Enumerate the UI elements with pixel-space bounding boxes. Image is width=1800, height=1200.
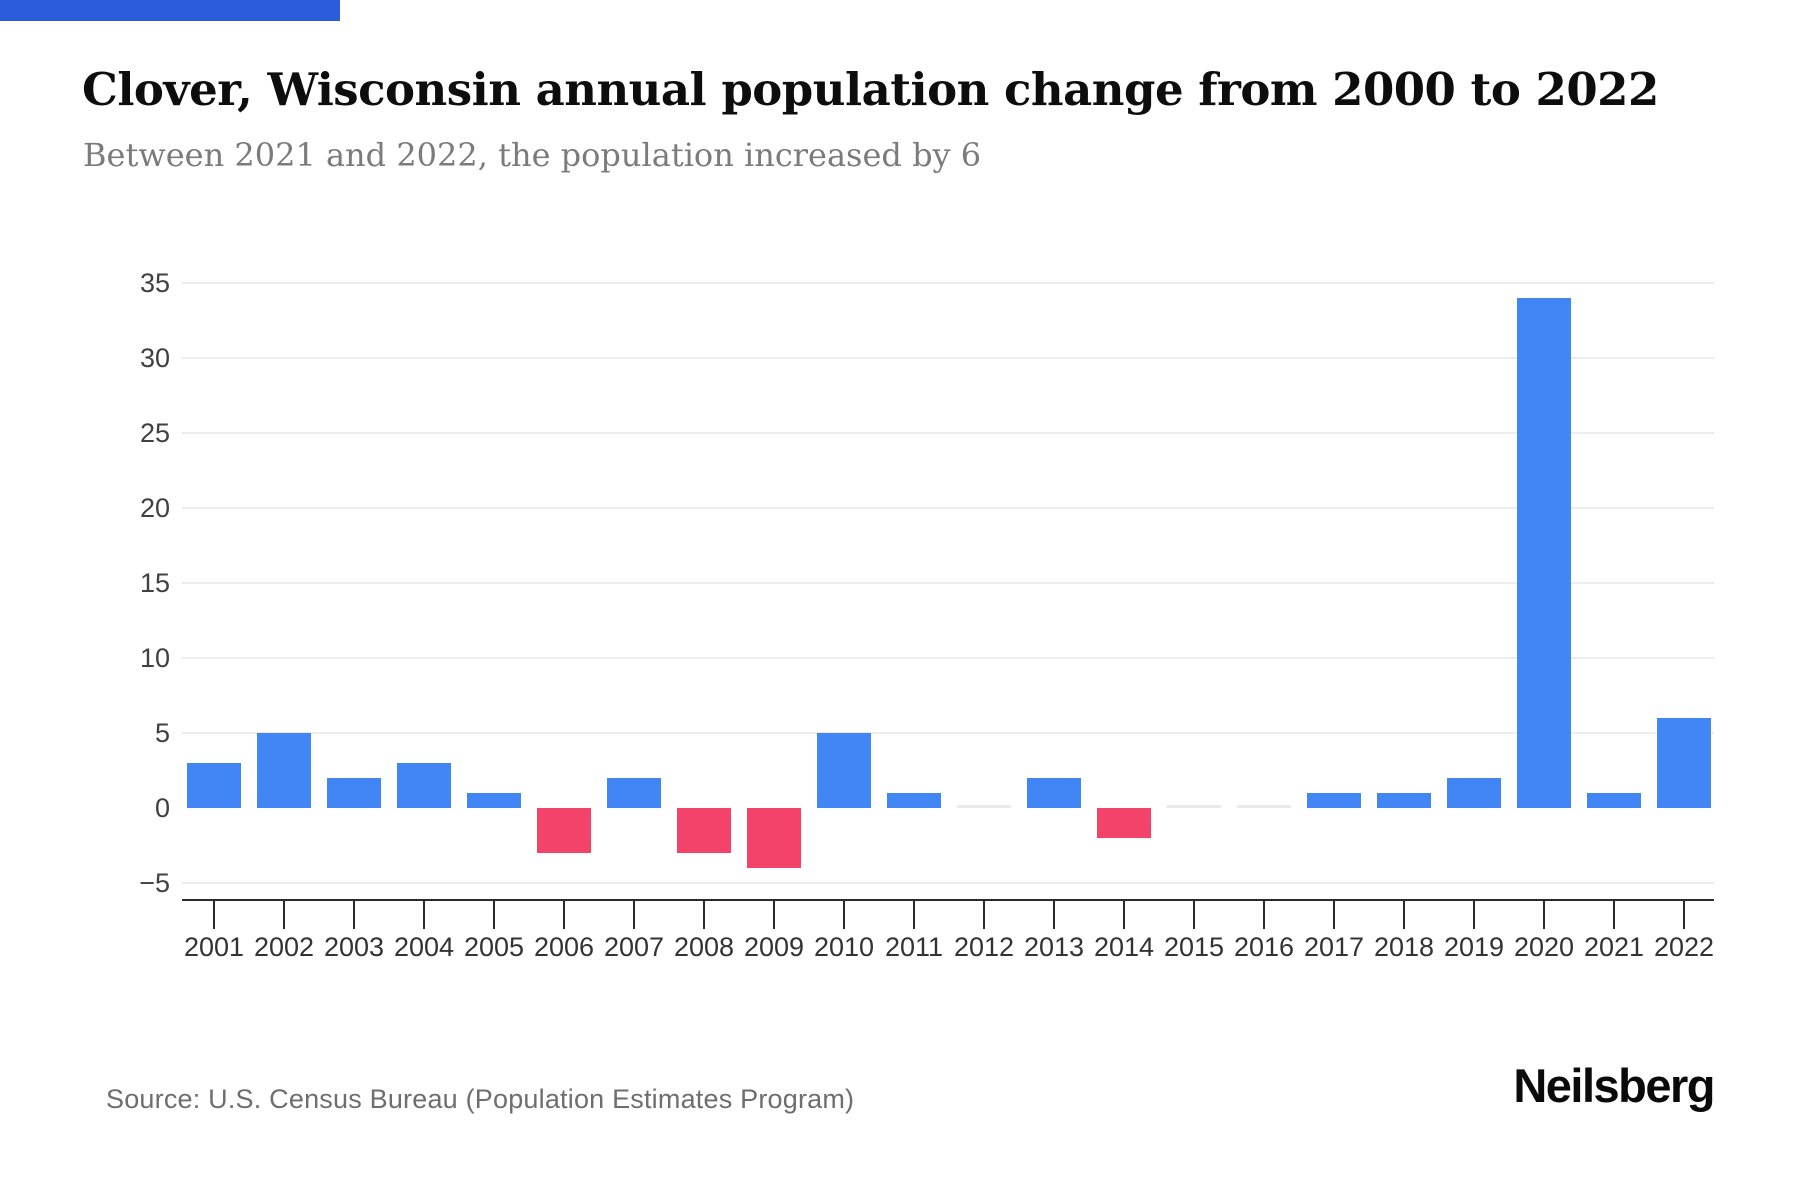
bar-2005[interactable] <box>467 793 521 808</box>
y-axis-tick-label: 0 <box>154 793 170 823</box>
x-axis-tick <box>353 901 355 929</box>
bar-2003[interactable] <box>327 778 381 808</box>
x-axis-year-label: 2005 <box>463 932 525 962</box>
x-axis-year-label: 2014 <box>1093 932 1155 962</box>
y-axis-tick-label: −5 <box>139 868 170 898</box>
x-axis-tick <box>1613 901 1615 929</box>
gridline-20 <box>182 507 1714 509</box>
bar-2019[interactable] <box>1447 778 1501 808</box>
y-axis-tick-label: 25 <box>139 418 170 448</box>
x-axis-tick <box>913 901 915 929</box>
x-axis-tick <box>1053 901 1055 929</box>
bar-2011[interactable] <box>887 793 941 808</box>
bar-2001[interactable] <box>187 763 241 808</box>
y-axis-tick-label: 35 <box>139 268 170 298</box>
bar-2016[interactable] <box>1237 805 1291 808</box>
x-axis-line <box>182 899 1714 901</box>
bar-2022[interactable] <box>1657 718 1711 808</box>
gridline-25 <box>182 432 1714 434</box>
gridline--5 <box>182 882 1714 884</box>
x-axis-tick <box>283 901 285 929</box>
y-axis-tick-label: 15 <box>139 568 170 598</box>
x-axis-year-label: 2012 <box>953 932 1015 962</box>
y-axis-tick-label: 5 <box>154 718 170 748</box>
x-axis-tick <box>1403 901 1405 929</box>
y-axis-tick-label: 30 <box>139 343 170 373</box>
bar-2010[interactable] <box>817 733 871 808</box>
x-axis-tick <box>493 901 495 929</box>
x-axis-tick <box>843 901 845 929</box>
bar-2021[interactable] <box>1587 793 1641 808</box>
x-axis-tick <box>423 901 425 929</box>
x-axis-year-label: 2022 <box>1653 932 1715 962</box>
gridline-5 <box>182 732 1714 734</box>
x-axis-year-label: 2017 <box>1303 932 1365 962</box>
x-axis-year-label: 2015 <box>1163 932 1225 962</box>
x-axis-year-label: 2006 <box>533 932 595 962</box>
gridline-15 <box>182 582 1714 584</box>
x-axis-tick <box>703 901 705 929</box>
bar-2014[interactable] <box>1097 808 1151 838</box>
page-title: Clover, Wisconsin annual population chan… <box>82 63 1659 116</box>
bar-2013[interactable] <box>1027 778 1081 808</box>
gridline-30 <box>182 357 1714 359</box>
x-axis-year-label: 2018 <box>1373 932 1435 962</box>
x-axis-tick <box>1543 901 1545 929</box>
y-axis-tick-label: 20 <box>139 493 170 523</box>
x-axis-year-label: 2019 <box>1443 932 1505 962</box>
x-axis-tick <box>1263 901 1265 929</box>
x-axis-tick <box>773 901 775 929</box>
bar-2004[interactable] <box>397 763 451 808</box>
bar-2012[interactable] <box>957 805 1011 808</box>
x-axis-year-label: 2021 <box>1583 932 1645 962</box>
x-axis-year-label: 2011 <box>884 932 944 962</box>
x-axis-year-label: 2004 <box>393 932 455 962</box>
bar-2017[interactable] <box>1307 793 1361 808</box>
source-caption: Source: U.S. Census Bureau (Population E… <box>106 1084 855 1114</box>
x-axis-tick <box>1193 901 1195 929</box>
bar-2009[interactable] <box>747 808 801 868</box>
x-axis-year-label: 2008 <box>673 932 735 962</box>
page-subtitle: Between 2021 and 2022, the population in… <box>83 136 982 174</box>
x-axis-year-label: 2020 <box>1513 932 1575 962</box>
x-axis-tick <box>1123 901 1125 929</box>
x-axis-tick <box>983 901 985 929</box>
gridline-10 <box>182 657 1714 659</box>
bar-2007[interactable] <box>607 778 661 808</box>
x-axis-tick <box>213 901 215 929</box>
x-axis-tick <box>1683 901 1685 929</box>
x-axis-year-label: 2016 <box>1233 932 1295 962</box>
x-axis-year-label: 2009 <box>743 932 805 962</box>
bar-2006[interactable] <box>537 808 591 853</box>
bar-2018[interactable] <box>1377 793 1431 808</box>
x-axis-year-label: 2013 <box>1023 932 1085 962</box>
x-axis-year-label: 2002 <box>253 932 315 962</box>
bar-2008[interactable] <box>677 808 731 853</box>
x-axis-year-label: 2010 <box>813 932 875 962</box>
x-axis-year-label: 2007 <box>603 932 665 962</box>
brand-logo[interactable]: Neilsberg <box>1513 1059 1715 1112</box>
y-axis-tick-label: 10 <box>139 643 170 673</box>
top-accent-bar <box>0 0 340 21</box>
bar-2015[interactable] <box>1167 805 1221 808</box>
x-axis-tick <box>633 901 635 929</box>
gridline-35 <box>182 282 1714 284</box>
x-axis-tick <box>1333 901 1335 929</box>
x-axis-tick <box>1473 901 1475 929</box>
x-axis-tick <box>563 901 565 929</box>
x-axis-year-label: 2003 <box>323 932 385 962</box>
bar-2002[interactable] <box>257 733 311 808</box>
bar-2020[interactable] <box>1517 298 1571 808</box>
x-axis-year-label: 2001 <box>183 932 245 962</box>
